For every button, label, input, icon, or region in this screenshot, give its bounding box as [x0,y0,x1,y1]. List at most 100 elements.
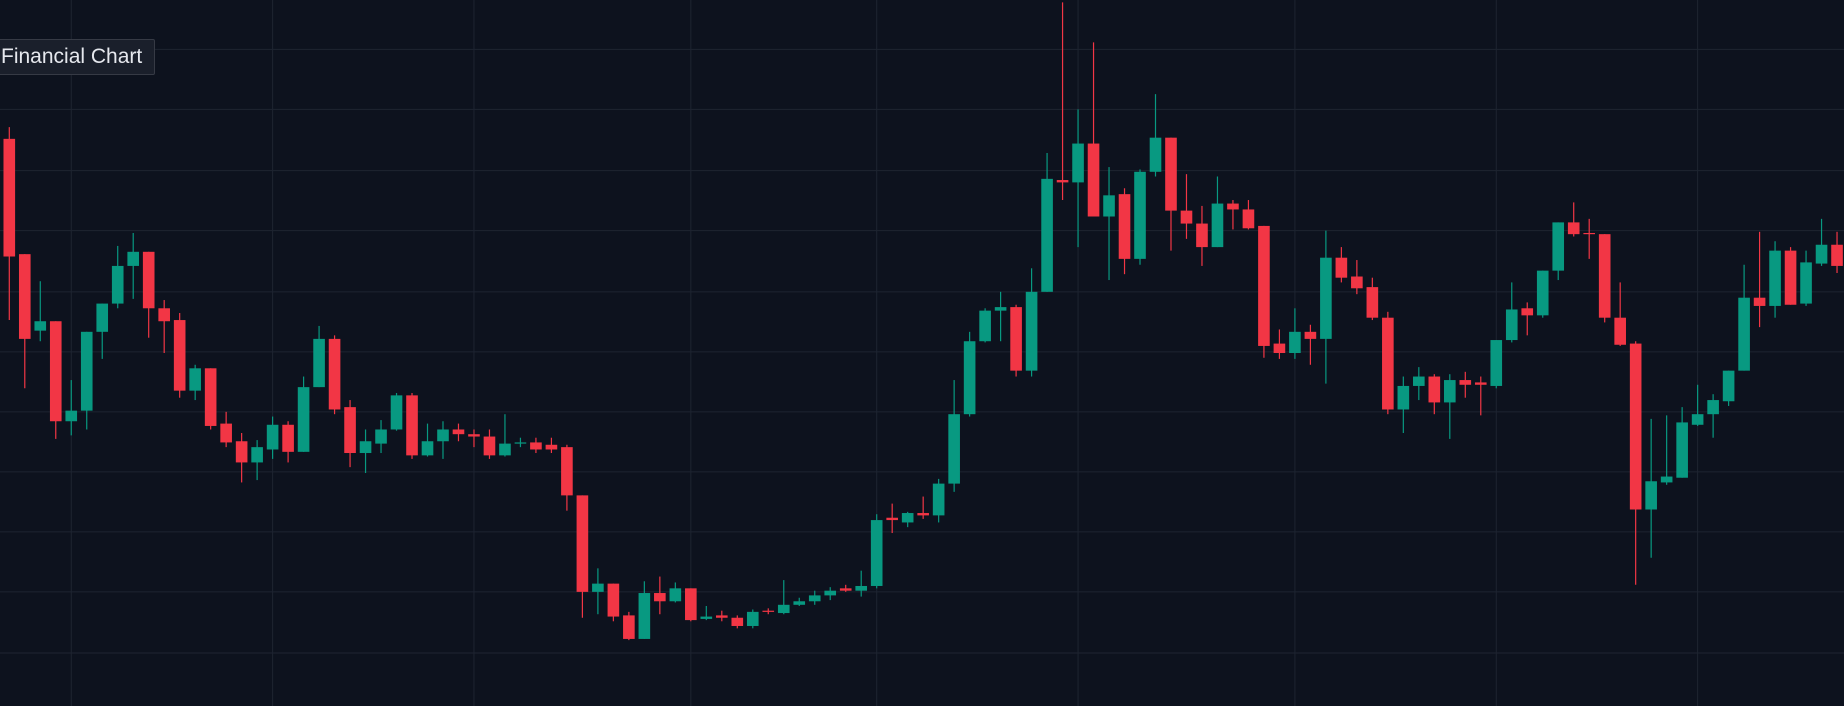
candle-body [282,424,294,452]
candle-body [1056,180,1069,183]
candle-body [1505,309,1518,341]
candle-body [1629,343,1642,510]
candle-body [1180,210,1193,224]
candle-body [1397,385,1410,410]
candle-body [1490,340,1503,386]
candle-body [1211,203,1224,248]
candle-body [932,483,945,516]
candle-body [49,321,62,422]
candle-body [1645,481,1657,510]
candle-body [1691,414,1704,425]
candle-body [359,441,372,454]
candle-body [18,254,31,339]
candle-body [685,588,697,621]
candle-body [1072,143,1084,183]
candle-body [111,265,124,304]
candle-body [1474,382,1487,385]
candle-body [1025,291,1038,371]
candle-body [638,593,651,639]
candle-body [1583,232,1596,235]
candle-body [375,429,387,444]
candle-body [80,331,93,411]
candle-body [173,320,186,391]
candle-body [127,251,140,266]
candle-body [468,434,480,437]
candle-body [1567,222,1580,235]
candle-body [483,436,496,456]
candle-body [1366,287,1379,318]
candle-body [917,513,929,516]
candle-body [1273,343,1286,353]
candle-body [328,338,341,410]
candle-body [948,414,960,484]
candle-body [390,395,403,430]
candle-body [777,604,790,614]
candle-body [1320,257,1332,339]
candle-body [1707,400,1719,415]
candle-body [189,368,201,391]
candle-body [1769,250,1781,306]
candle-body [297,387,310,452]
candle-body [1443,380,1456,403]
candle-body [1227,203,1239,210]
candle-body [1784,250,1797,305]
candle-body [1521,308,1534,316]
candle-body [1676,422,1688,478]
candle-body [142,251,155,309]
candle-body [1304,331,1317,339]
candle-body [623,615,635,639]
candle-body [979,310,991,342]
candle-body [715,615,728,618]
candle-body [561,447,573,496]
candle-body [1289,331,1301,353]
candle-body [204,368,217,426]
candle-body [607,583,620,617]
candle-body [406,395,418,456]
candle-body [235,441,248,463]
candle-body [839,588,852,591]
candle-body [901,513,914,523]
candle-body [452,429,465,435]
candle-body [545,444,558,450]
candle-body [266,424,279,450]
candle-body [669,588,682,602]
candle-body [824,590,837,596]
candle-body [1041,178,1053,292]
candle-body [963,341,976,415]
candle-body [1753,297,1766,306]
candle-body [1536,270,1549,316]
candle-body [592,583,604,592]
candle-body [96,303,109,332]
candle-body [700,616,713,619]
candle-body [731,617,744,626]
chart-title: Financial Chart [0,39,156,75]
candle-body [1459,380,1472,385]
candle-body [530,442,542,450]
candle-body [1815,244,1828,264]
candle-body [1831,244,1843,266]
candle-body [1242,209,1255,229]
candle-body [1335,257,1348,278]
candle-body [313,338,325,388]
candle-body [576,495,589,592]
candle-body [1258,225,1270,346]
candle-body [344,407,356,454]
candle-body [793,601,806,605]
candle-body [855,585,868,591]
candle-body [1413,376,1425,386]
candle-body [1382,317,1394,410]
candle-body [1134,171,1146,259]
candle-body [1722,370,1735,402]
candle-body [808,595,821,602]
candle-body [1428,376,1441,403]
candle-body [746,611,759,626]
candle-body [65,410,78,422]
candle-body [437,429,449,442]
candle-body [514,442,527,444]
candle-body [870,520,883,586]
candle-body [499,443,511,456]
candle-body [886,517,898,521]
